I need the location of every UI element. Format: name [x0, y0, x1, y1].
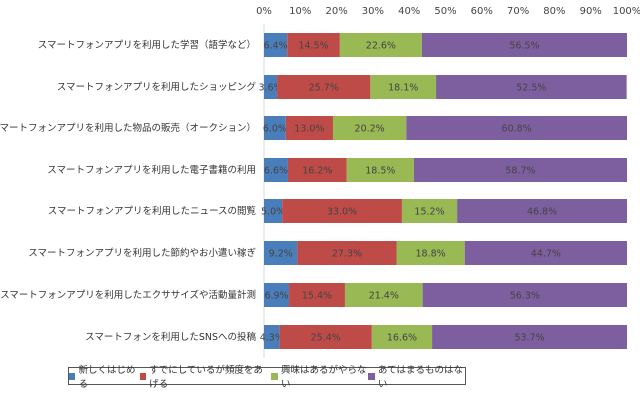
data-label: 16.2%: [302, 166, 332, 177]
bar-segment: [457, 199, 627, 223]
legend-item: すでにしているが頻度をあげる: [139, 362, 272, 390]
x-tick-label: 50%: [434, 6, 456, 17]
data-label: 6.9%: [264, 291, 288, 302]
legend-item: 興味はあるがやらない: [271, 362, 368, 390]
data-label: 13.0%: [294, 124, 324, 135]
x-tick-label: 80%: [543, 6, 565, 17]
data-label: 15.4%: [302, 291, 332, 302]
data-label: 25.7%: [309, 83, 339, 94]
legend-item: 新しくはじめる: [69, 362, 140, 390]
legend-swatch: [139, 372, 147, 380]
bar-segment: [264, 158, 288, 182]
data-label: 18.8%: [416, 249, 446, 260]
bar-segment: [422, 283, 627, 307]
x-tick-label: 60%: [471, 6, 493, 17]
data-label: 18.5%: [365, 166, 395, 177]
bar-segment: [406, 116, 627, 140]
bar-segment: [264, 199, 283, 223]
data-label: 16.6%: [387, 333, 417, 344]
x-tick-label: 20%: [325, 6, 347, 17]
data-label: 3.6%: [258, 83, 282, 94]
x-tick-label: 10%: [289, 6, 311, 17]
legend-swatch: [271, 372, 278, 380]
bar-segment: [464, 241, 627, 265]
data-label: 9.2%: [269, 249, 293, 260]
data-label: 58.7%: [505, 166, 535, 177]
category-label: スマートフォンアプリを利用した学習（語学など）: [38, 39, 256, 51]
category-label: スマートフォンアプリを利用した節約やお小遣い稼ぎ: [28, 247, 256, 259]
legend-label: すでにしているが頻度をあげる: [149, 365, 263, 390]
bar-segment: [421, 33, 627, 57]
bar-segment: [264, 325, 280, 349]
bar-segment: [346, 158, 414, 182]
legend-item: あてはまるものはない: [368, 362, 465, 390]
x-tick-label: 40%: [398, 6, 420, 17]
x-tick-label: 0%: [256, 6, 272, 17]
legend: 新しくはじめる すでにしているが頻度をあげる 興味はあるがやらない あてはまるものはな…: [68, 365, 466, 390]
bar-segment: [396, 241, 465, 265]
bar-segment: [370, 75, 437, 99]
data-label: 53.7%: [514, 333, 544, 344]
bar-segment: [264, 75, 278, 99]
category-label: スマートフォンアプリを利用したショッピング: [57, 81, 257, 93]
data-label: 33.0%: [327, 207, 357, 218]
x-tick-label: 90%: [580, 6, 602, 17]
bar-segment: [297, 241, 397, 265]
bar-segment: [332, 116, 407, 140]
bar-segment: [287, 33, 340, 57]
legend-swatch: [69, 372, 76, 380]
bar-segment: [264, 33, 288, 57]
bar-segment: [432, 325, 627, 349]
bar-segment: [264, 116, 286, 140]
x-tick-label: 30%: [362, 6, 384, 17]
data-label: 18.1%: [388, 83, 418, 94]
data-label: 60.8%: [502, 124, 532, 135]
category-label: スマートフォンアプリを利用したエクササイズや活動量計測: [0, 289, 256, 301]
data-label: 25.4%: [311, 333, 341, 344]
bar-segment: [436, 75, 627, 99]
bar-segment: [344, 283, 423, 307]
legend-label: 興味はあるがやらない: [280, 365, 367, 390]
bar-segment: [277, 75, 371, 99]
bar-segment: [339, 33, 422, 57]
data-label: 21.4%: [369, 291, 399, 302]
bar-segment: [279, 325, 372, 349]
data-label: 15.2%: [414, 207, 444, 218]
category-label: スマートフォンアプリを利用したニュースの閲覧: [48, 205, 257, 217]
bar-segment: [287, 158, 347, 182]
data-label: 56.3%: [510, 291, 540, 302]
category-label: スマートフォンアプリを利用した電子書籍の利用: [47, 164, 256, 176]
x-tick-label: 100%: [613, 6, 640, 17]
x-tick-label: 70%: [507, 6, 529, 17]
bar-segment: [282, 199, 402, 223]
data-label: 46.8%: [527, 207, 557, 218]
legend-label: あてはまるものはない: [377, 365, 463, 390]
data-label: 27.3%: [332, 249, 362, 260]
data-label: 56.5%: [509, 41, 539, 52]
data-label: 20.2%: [355, 124, 385, 135]
bar-segment: [371, 325, 433, 349]
legend-label: 新しくはじめる: [78, 365, 136, 390]
data-label: 6.0%: [263, 124, 287, 135]
bar-segment: [289, 283, 345, 307]
bar-segment: [285, 116, 333, 140]
data-label: 6.4%: [264, 41, 288, 52]
category-label: スマートフォンアプリを利用した物品の販売（オークション）: [0, 122, 256, 134]
data-label: 52.5%: [516, 83, 546, 94]
legend-swatch: [368, 372, 375, 380]
bar-segment: [264, 283, 290, 307]
data-label: 5.0%: [261, 207, 285, 218]
category-label: スマートフォンを利用したSNSへの投稿: [85, 331, 256, 343]
bar-segment: [264, 241, 298, 265]
data-label: 6.6%: [264, 166, 288, 177]
bar-segment: [401, 199, 458, 223]
data-label: 22.6%: [366, 41, 396, 52]
bar-segment: [413, 158, 627, 182]
data-label: 4.3%: [260, 333, 284, 344]
data-label: 14.5%: [298, 41, 328, 52]
data-label: 44.7%: [531, 249, 561, 260]
